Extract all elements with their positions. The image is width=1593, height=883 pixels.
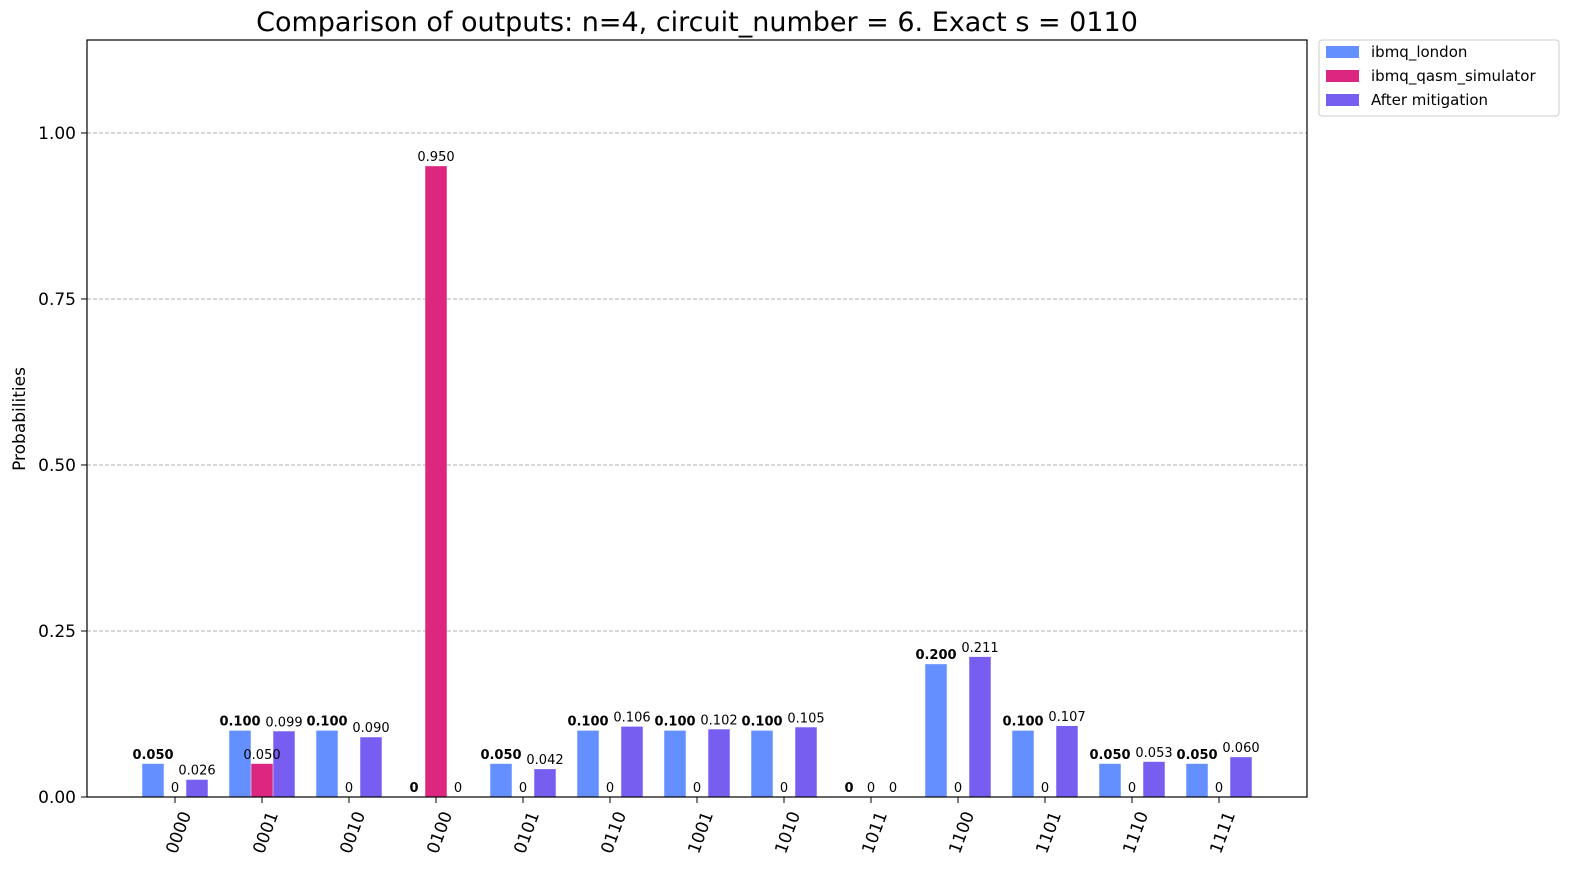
bar-value-label: 0 <box>1128 781 1136 796</box>
bar <box>1012 730 1034 797</box>
y-tick-label: 1.00 <box>38 124 76 144</box>
bar-value-label: 0.105 <box>787 711 824 726</box>
bar-value-label: 0.100 <box>306 715 347 730</box>
bar <box>1186 763 1208 797</box>
legend-label: ibmq_london <box>1371 43 1467 62</box>
bar-value-label: 0.050 <box>480 748 521 763</box>
bar-value-label: 0 <box>454 781 462 796</box>
bar <box>1056 725 1078 797</box>
legend-swatch <box>1326 46 1359 58</box>
bar-value-label: 0.211 <box>961 641 998 656</box>
bar <box>1143 761 1165 797</box>
bar-value-label: 0.099 <box>265 715 302 730</box>
legend-swatch <box>1326 94 1359 106</box>
bar <box>490 763 512 797</box>
bar-value-label: 0 <box>1215 781 1223 796</box>
bar-value-label: 0.100 <box>741 715 782 730</box>
y-tick-label: 0.00 <box>38 788 76 808</box>
bar <box>142 763 164 797</box>
bar <box>273 731 295 797</box>
x-tick-label: 1110 <box>1119 809 1153 856</box>
bar-value-label: 0 <box>844 781 853 796</box>
bar-value-label: 0.102 <box>700 713 737 728</box>
bar-value-label: 0 <box>889 781 897 796</box>
bar <box>251 763 273 797</box>
bar <box>751 730 773 797</box>
bar <box>229 730 251 797</box>
bar <box>534 769 556 797</box>
bar-value-label: 0 <box>1041 781 1049 796</box>
x-tick-label: 1010 <box>771 809 805 856</box>
bar-value-label: 0 <box>867 781 875 796</box>
bar-value-label: 0 <box>519 781 527 796</box>
bar-value-label: 0.100 <box>567 715 608 730</box>
legend-label: After mitigation <box>1371 91 1488 109</box>
bar <box>360 737 382 797</box>
grid-lines <box>87 132 1307 632</box>
bar-value-label: 0.106 <box>613 711 650 726</box>
bar-value-label: 0 <box>780 781 788 796</box>
bar <box>186 779 208 797</box>
x-tick-label: 0110 <box>597 809 631 856</box>
x-tick-label: 1101 <box>1032 809 1066 856</box>
legend: ibmq_london ibmq_qasm_simulator After miti… <box>1318 39 1560 117</box>
x-axis: 0000 0001 0010 0100 0101 0110 1001 1010 1011 1100… <box>162 797 1240 856</box>
y-axis: 0.00 0.25 0.50 0.75 1.00 <box>38 124 87 808</box>
bar-value-label: 0.090 <box>352 721 389 736</box>
bar <box>708 729 730 797</box>
y-tick-label: 0.25 <box>38 622 76 642</box>
bar <box>795 727 817 797</box>
bar-value-label: 0.026 <box>178 764 215 779</box>
bar-value-label: 0 <box>606 781 614 796</box>
bar-value-label: 0.107 <box>1048 710 1085 725</box>
bar <box>1099 763 1121 797</box>
x-tick-label: 1100 <box>945 809 979 856</box>
bar <box>969 656 991 797</box>
bar <box>621 726 643 797</box>
x-tick-label: 0000 <box>162 809 196 856</box>
bar-value-label: 0 <box>409 781 418 796</box>
bar-value-label: 0.100 <box>654 715 695 730</box>
bar-value-labels: 0.050 0 0.026 0.100 0.050 0.099 0.100 0 0.090 0 0.… <box>132 150 1259 796</box>
legend-box <box>1318 39 1560 117</box>
y-tick-label: 0.75 <box>38 290 76 310</box>
bar-value-label: 0.100 <box>1002 715 1043 730</box>
x-tick-label: 1011 <box>858 809 892 856</box>
x-tick-label: 0001 <box>249 809 283 856</box>
bar <box>577 730 599 797</box>
bar-value-label: 0 <box>693 781 701 796</box>
bar <box>425 166 447 797</box>
bar-value-label: 0.042 <box>526 753 563 768</box>
bar <box>1230 757 1252 797</box>
legend-swatch <box>1326 70 1359 82</box>
bar-value-label: 0.200 <box>915 648 956 663</box>
bar-value-label: 0 <box>954 781 962 796</box>
x-tick-label: 0101 <box>510 809 544 856</box>
bar-value-label: 0.100 <box>219 715 260 730</box>
bar-value-label: 0.950 <box>417 150 454 165</box>
x-tick-label: 1001 <box>684 809 718 856</box>
x-tick-label: 0010 <box>336 809 370 856</box>
bar <box>925 664 947 797</box>
legend-label: ibmq_qasm_simulator <box>1371 67 1536 86</box>
bar-value-label: 0 <box>345 781 353 796</box>
bar <box>316 730 338 797</box>
bar-value-label: 0.050 <box>1089 748 1130 763</box>
bar-value-label: 0.053 <box>1135 746 1172 761</box>
y-tick-label: 0.50 <box>38 456 76 476</box>
y-axis-label: Probabilities <box>10 367 30 471</box>
x-tick-label: 1111 <box>1206 809 1240 856</box>
bar-value-label: 0.050 <box>243 748 280 763</box>
bar-value-label: 0 <box>171 781 179 796</box>
bar-value-label: 0.060 <box>1222 741 1259 756</box>
chart-title: Comparison of outputs: n=4, circuit_numb… <box>256 7 1138 38</box>
bar-value-label: 0.050 <box>132 748 173 763</box>
plot-frame <box>86 39 1308 798</box>
bars <box>142 166 1252 797</box>
bar <box>664 730 686 797</box>
x-tick-label: 0100 <box>423 809 457 856</box>
bar-value-label: 0.050 <box>1176 748 1217 763</box>
